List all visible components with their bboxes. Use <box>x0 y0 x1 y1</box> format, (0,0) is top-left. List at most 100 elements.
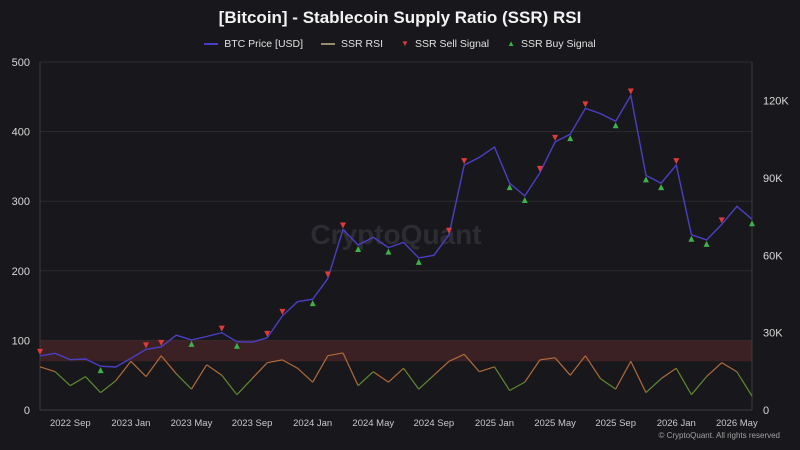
buy-signal-marker <box>658 184 665 191</box>
legend-label: BTC Price [USD] <box>224 38 304 50</box>
buy-signal-marker <box>188 340 195 347</box>
axes: 500 400 300 200 100 0 120K 90K 60K 30K 0 2022 Sep 20… <box>12 57 790 429</box>
sell-signal-marker <box>552 134 559 141</box>
x-tick-label: 2026 May <box>716 418 758 429</box>
legend: BTC Price [USD] SSR RSI ▼ SSR Sell Signa… <box>0 38 800 50</box>
x-tick-label: 2025 May <box>534 418 576 429</box>
buy-signal-icon: ▲ <box>507 39 516 48</box>
ssr-rsi-segment <box>221 374 238 396</box>
ssr-rsi-segment <box>524 359 541 383</box>
x-tick-label: 2024 Sep <box>414 418 455 429</box>
legend-item-buy-signal[interactable]: ▲ SSR Buy Signal <box>507 38 596 50</box>
ssr-rsi-segment <box>206 364 223 376</box>
sell-signal-marker <box>536 165 543 172</box>
buy-signal-marker <box>642 176 649 183</box>
ssr-rsi-overbought-band <box>40 340 752 362</box>
buy-signal-marker <box>233 342 240 349</box>
ssr-rsi-swatch <box>321 43 336 45</box>
ssr-rsi-segment <box>615 360 632 390</box>
ssr-rsi-segment <box>251 362 268 380</box>
sell-signal-marker <box>673 158 680 165</box>
ssr-rsi-segment <box>539 357 556 361</box>
ssr-rsi-segment <box>479 366 495 373</box>
sell-signal-marker <box>339 222 346 229</box>
ssr-rsi-segment <box>190 364 208 390</box>
ssr-rsi-segment <box>433 360 450 376</box>
y-right-tick-label: 30K <box>763 328 783 340</box>
y-left-tick-label: 200 <box>12 266 30 278</box>
sell-signal-icon: ▼ <box>401 39 409 48</box>
ssr-rsi-segment <box>509 381 526 392</box>
ssr-rsi-segment <box>690 376 708 396</box>
ssr-rsi-segment <box>145 355 162 377</box>
ssr-rsi-segment <box>267 359 283 364</box>
buy-signal-marker <box>385 248 392 255</box>
ssr-rsi-segment <box>418 374 435 390</box>
sell-signal-marker <box>582 101 589 108</box>
legend-item-btc-price[interactable]: BTC Price [USD] <box>204 38 303 50</box>
ssr-rsi-segment <box>600 378 617 390</box>
buy-signal-marker <box>415 258 422 265</box>
sell-signal-marker <box>324 271 331 278</box>
ssr-rsi-segment <box>160 355 177 375</box>
ssr-rsi-segment <box>54 371 71 387</box>
series <box>39 93 753 397</box>
legend-label: SSR Sell Signal <box>414 38 490 50</box>
ssr-rsi-segment <box>721 362 738 373</box>
ssr-rsi-segment <box>342 352 359 386</box>
x-tick-label: 2023 May <box>171 418 213 429</box>
buy-signal-marker <box>309 300 316 307</box>
sell-signal-marker <box>461 158 468 165</box>
ssr-rsi-segment <box>493 366 511 391</box>
y-right-tick-label: 90K <box>763 173 783 185</box>
y-left-tick-label: 300 <box>12 196 30 208</box>
ssr-rsi-segment <box>645 378 662 394</box>
sell-signal-marker <box>627 88 634 95</box>
y-left-tick-label: 100 <box>12 335 30 347</box>
y-right-tick-label: 0 <box>763 405 769 417</box>
legend-label: SSR RSI <box>341 38 384 50</box>
ssr-rsi-segment <box>236 378 253 396</box>
ssr-rsi-segment <box>39 366 56 373</box>
y-right-tick-label: 60K <box>763 250 783 262</box>
ssr-rsi-segment <box>100 380 117 394</box>
x-tick-label: 2026 Jan <box>657 418 696 429</box>
legend-label: SSR Buy Signal <box>521 38 596 50</box>
y-left-tick-label: 400 <box>12 127 30 139</box>
buy-signal-marker <box>612 122 619 129</box>
signal-markers <box>37 88 755 374</box>
x-tick-label: 2025 Sep <box>595 418 636 429</box>
buy-signal-marker <box>97 367 104 374</box>
buy-signal-marker <box>703 240 710 247</box>
x-tick-label: 2025 Jan <box>475 418 514 429</box>
sell-signal-marker <box>264 330 271 337</box>
ssr-rsi-segment <box>463 353 480 373</box>
copyright-notice: © CryptoQuant. All rights reserved <box>658 431 781 440</box>
ssr-rsi-segment <box>130 360 147 378</box>
btc-price-swatch <box>204 43 219 45</box>
legend-item-sell-signal[interactable]: ▼ SSR Sell Signal <box>401 38 489 50</box>
sell-signal-marker <box>218 325 225 332</box>
ssr-rsi-segment <box>388 367 404 383</box>
ssr-rsi-segment <box>660 367 677 380</box>
x-tick-label: 2024 May <box>352 418 394 429</box>
x-tick-label: 2024 Jan <box>293 418 332 429</box>
ssr-rsi-segment <box>115 360 132 382</box>
buy-signal-marker <box>521 197 528 204</box>
ssr-rsi-segment <box>448 353 465 362</box>
ssr-rsi-segment <box>675 367 692 395</box>
ssr-rsi-segment <box>630 361 647 393</box>
y-left-tick-label: 500 <box>12 57 30 69</box>
x-tick-label: 2023 Sep <box>232 418 273 429</box>
ssr-rsi-segment <box>282 359 298 369</box>
y-right-tick-label: 120K <box>763 96 789 108</box>
ssr-rsi-segment <box>554 357 571 376</box>
ssr-rsi-segment <box>85 376 102 394</box>
btc-price-line <box>39 93 753 368</box>
ssr-rsi-segment <box>372 371 389 383</box>
buy-signal-marker <box>355 246 362 253</box>
legend-item-ssr-rsi[interactable]: SSR RSI <box>321 38 383 50</box>
sell-signal-marker <box>279 308 286 315</box>
ssr-rsi-segment <box>357 371 374 387</box>
